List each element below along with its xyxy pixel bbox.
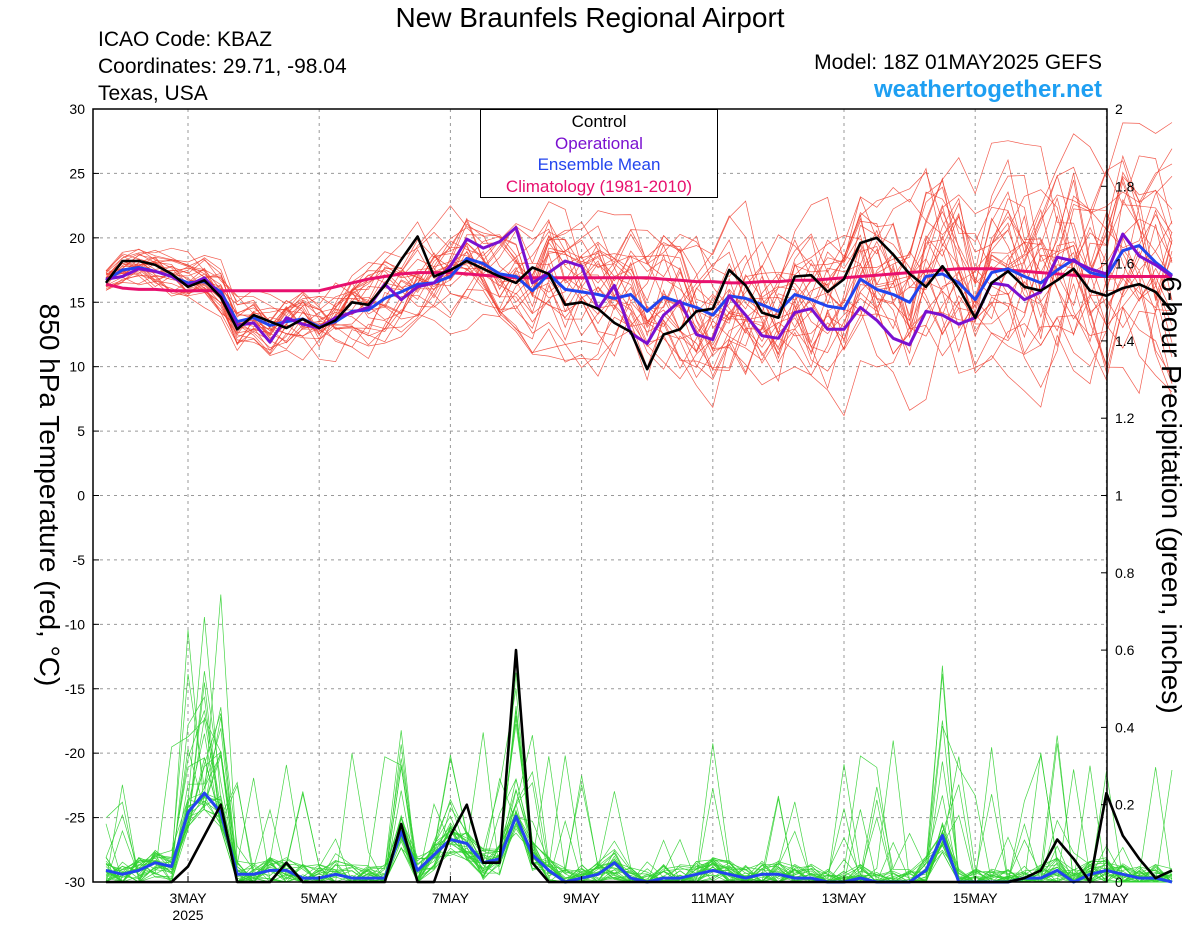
legend-control: Control [571, 112, 627, 131]
site-link[interactable]: weathertogether.net [873, 76, 1102, 103]
model-run: Model: 18Z 01MAY2025 GEFS [814, 51, 1102, 74]
precip-ensemble-members [105, 594, 1173, 884]
control-temperature-line [104, 235, 1173, 371]
y-tick-label: -10 [65, 616, 85, 632]
main-series [104, 226, 1173, 884]
precip-member-line [105, 671, 1173, 883]
climatology-1981-2010-temperature-line [105, 267, 1172, 293]
y2-tick-label: 0 [1115, 874, 1123, 890]
precip-member-line [105, 682, 1173, 883]
y2-tick-label: 1.6 [1115, 256, 1135, 272]
operational-temperature-line [105, 226, 1173, 347]
legend-ensemble-mean: Ensemble Mean [537, 155, 661, 174]
x-tick-label: 9MAY [563, 890, 601, 906]
precip-member-line [105, 674, 1173, 883]
x-tick-label: 7MAY [432, 890, 470, 906]
coordinates: Coordinates: 29.71, -98.04 [98, 55, 347, 78]
y-tick-label: 20 [69, 230, 85, 246]
precip-member-line [105, 724, 1173, 883]
legend-operational: Operational [555, 133, 643, 153]
y-tick-label: -20 [65, 745, 85, 761]
region: Texas, USA [98, 82, 208, 105]
precip-member-line [105, 715, 1173, 883]
temp-member-line [105, 155, 1173, 409]
y2-tick-label: 1.8 [1115, 178, 1135, 194]
y-tick-label: -30 [65, 874, 85, 890]
temp-member-line [105, 179, 1173, 380]
temp-member-line [105, 158, 1173, 366]
x-tick-label: 17MAY [1084, 890, 1130, 906]
precip-member-line [105, 716, 1173, 883]
precip-member-line [105, 616, 1172, 883]
precip-member-line [105, 719, 1173, 883]
y2-tick-label: 2 [1115, 101, 1123, 117]
grid-lines [93, 109, 1107, 882]
y2-tick-label: 0.6 [1115, 642, 1135, 658]
x-tick-label: 3MAY [169, 890, 207, 906]
y2-tick-label: 0.2 [1115, 797, 1135, 813]
temp-member-line [105, 175, 1173, 370]
y-tick-label: 10 [69, 359, 85, 375]
precip-member-line [105, 784, 1173, 883]
temp-member-line [105, 148, 1173, 370]
x-tick-sublabel: 2025 [172, 907, 203, 923]
y2-tick-label: 0.8 [1115, 565, 1135, 581]
y2-tick-label: 1 [1115, 488, 1123, 504]
y2-tick-label: 1.4 [1115, 333, 1135, 349]
y2-tick-label: 1.2 [1115, 410, 1135, 426]
y-tick-label: 30 [69, 101, 85, 117]
temp-member-line [105, 191, 1173, 357]
precip-member-line [105, 665, 1173, 883]
precip-member-line [105, 629, 1173, 883]
temp-member-line [105, 174, 1173, 384]
temp-member-line [105, 198, 1173, 367]
x-tick-label: 13MAY [822, 890, 868, 906]
y-tick-label: -15 [65, 681, 85, 697]
x-tick-label: 15MAY [953, 890, 999, 906]
y-tick-label: 15 [69, 294, 85, 310]
temp-member-line [105, 189, 1173, 395]
y-axis-label-right: 6-hour Precipitation (green, inches) [1156, 276, 1187, 713]
y-axis-label-left: 850 hPa Temperature (red, °C) [34, 304, 65, 687]
temp-member-line [105, 214, 1173, 354]
y-tick-label: -5 [73, 552, 86, 568]
icao-code: ICAO Code: KBAZ [98, 28, 272, 51]
y-tick-label: 0 [77, 488, 85, 504]
chart-title: New Braunfels Regional Airport [395, 2, 785, 33]
legend: Control Operational Ensemble Mean Climat… [480, 109, 718, 198]
precip-member-line [105, 673, 1172, 884]
legend-climatology: Climatology (1981-2010) [505, 176, 693, 196]
precip-member-line [105, 755, 1173, 883]
x-tick-label: 5MAY [301, 890, 339, 906]
temp-member-line [105, 209, 1173, 374]
y2-tick-label: 0.4 [1115, 719, 1135, 735]
y-tick-label: 5 [77, 423, 85, 439]
temp-member-line [105, 217, 1173, 393]
precip-member-line [105, 594, 1173, 883]
y-tick-label: -25 [65, 810, 85, 826]
ensemble-mean-temperature-line [105, 244, 1173, 329]
temp-member-line [105, 169, 1173, 356]
temp-member-line [105, 175, 1173, 354]
temp-member-line [105, 194, 1173, 397]
x-tick-label: 11MAY [691, 890, 735, 906]
y-tick-label: 25 [69, 165, 85, 181]
axis-ticks: 302520151050-5-10-15-20-25-3021.81.61.41… [65, 101, 1135, 923]
temp-member-line [105, 154, 1173, 351]
temp-member-line [105, 167, 1173, 331]
precip-member-line [105, 717, 1173, 883]
